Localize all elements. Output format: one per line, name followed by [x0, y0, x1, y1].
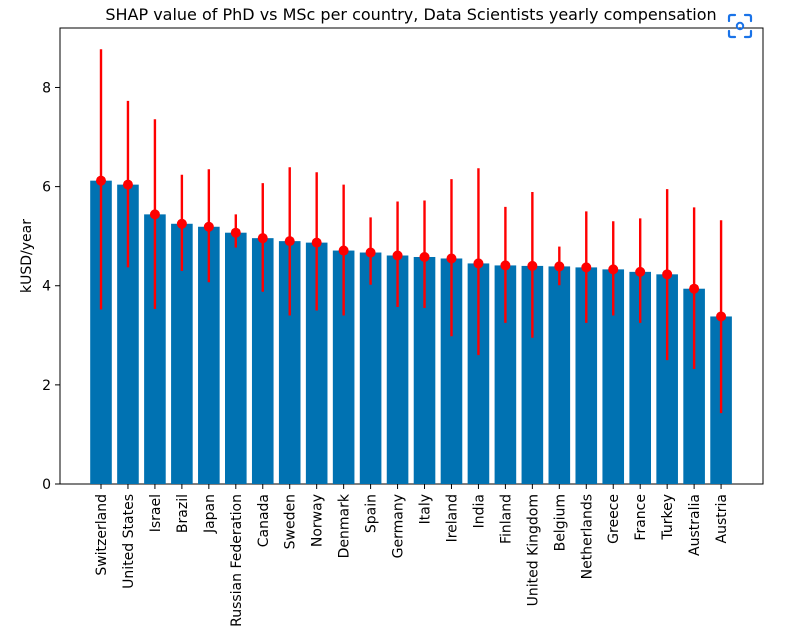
x-tick-label: Finland — [498, 494, 514, 544]
bar — [548, 266, 571, 484]
x-tick-label: Greece — [606, 494, 622, 544]
mean-marker — [689, 283, 700, 294]
bar — [413, 256, 436, 484]
bar — [90, 180, 112, 484]
bar — [575, 267, 598, 484]
mean-marker — [338, 245, 349, 256]
bar — [144, 214, 166, 484]
mean-marker — [446, 253, 457, 264]
bar — [656, 274, 678, 484]
bar — [251, 238, 274, 484]
chart-title: SHAP value of PhD vs MSc per country, Da… — [105, 5, 716, 24]
mean-marker — [419, 251, 430, 262]
bar — [440, 258, 463, 484]
y-axis: 0 2 4 6 8 — [42, 80, 60, 493]
x-tick-label: Canada — [256, 494, 272, 547]
x-tick-label: Australia — [687, 494, 703, 556]
x-tick-label: Germany — [391, 494, 407, 558]
mean-marker — [473, 258, 484, 269]
x-tick-label: Brazil — [175, 494, 191, 533]
x-tick-label: Belgium — [552, 494, 568, 551]
y-axis-label: kUSD/year — [19, 219, 35, 293]
x-tick-label: Russian Federation — [229, 494, 245, 627]
x-tick-label: Switzerland — [94, 494, 110, 576]
bar — [198, 226, 220, 484]
x-axis: Switzerland United States Israel Brazil Japa… — [94, 484, 730, 627]
mean-marker — [716, 311, 727, 322]
scan-image-icon[interactable] — [726, 12, 754, 40]
bar — [117, 184, 139, 484]
bar — [629, 271, 651, 484]
mean-marker — [149, 209, 160, 220]
mean-marker — [257, 233, 268, 244]
x-tick-label: Italy — [418, 494, 434, 524]
bar — [359, 252, 382, 484]
bar — [602, 269, 625, 484]
y-tick-label: 0 — [42, 477, 51, 493]
x-tick-label: Norway — [310, 494, 326, 547]
mean-marker — [581, 262, 592, 273]
bar — [278, 241, 301, 484]
x-tick-label: Japan — [202, 494, 218, 534]
x-tick-label: United Kingdom — [525, 494, 541, 606]
y-tick-label: 8 — [42, 80, 51, 96]
bar — [467, 263, 490, 484]
mean-marker — [635, 266, 646, 277]
bar — [386, 255, 409, 484]
x-tick-label: Denmark — [337, 493, 353, 558]
x-tick-label: Ireland — [444, 494, 460, 542]
bar — [305, 242, 328, 484]
mean-marker — [203, 221, 214, 232]
mean-marker — [608, 264, 619, 275]
bar — [683, 288, 705, 484]
bar — [332, 250, 355, 484]
bar — [494, 265, 517, 484]
bars-layer — [90, 180, 732, 484]
mean-marker — [500, 260, 511, 271]
mean-marker — [284, 236, 295, 247]
mean-marker — [176, 218, 187, 229]
mean-marker — [96, 175, 106, 186]
error-bars-layer — [96, 49, 727, 414]
x-tick-label: Turkey — [660, 494, 676, 541]
mean-marker — [311, 237, 322, 248]
x-tick-label: United States — [121, 494, 137, 589]
mean-marker — [122, 179, 133, 190]
y-tick-label: 2 — [42, 378, 51, 394]
mean-marker — [527, 260, 538, 271]
mean-marker — [365, 247, 376, 258]
x-tick-label: Sweden — [283, 494, 299, 549]
plot-area-frame — [59, 27, 764, 485]
x-tick-label: Netherlands — [579, 494, 595, 579]
y-tick-label: 6 — [42, 180, 51, 196]
x-tick-label: India — [471, 494, 487, 528]
mean-marker — [554, 261, 565, 272]
mean-marker — [230, 227, 241, 238]
x-tick-label: Spain — [364, 494, 380, 533]
bar — [521, 265, 544, 484]
mean-marker — [662, 269, 673, 280]
mean-marker — [392, 250, 403, 261]
x-tick-label: Austria — [714, 494, 730, 543]
bar — [225, 232, 247, 484]
y-tick-label: 4 — [42, 279, 51, 295]
x-tick-label: France — [633, 494, 649, 541]
bar — [171, 223, 193, 484]
x-tick-label: Israel — [148, 494, 164, 532]
